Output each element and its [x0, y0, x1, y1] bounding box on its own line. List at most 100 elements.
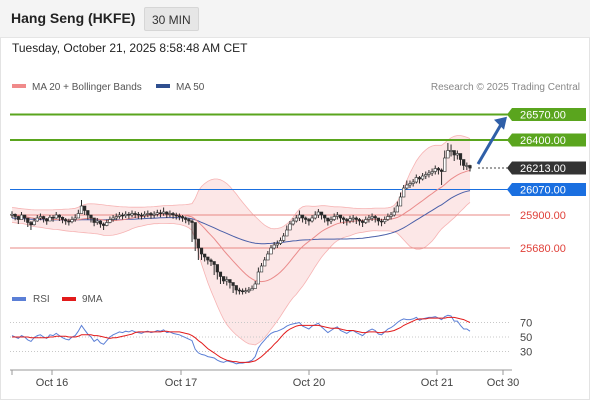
candle-body [10, 213, 14, 216]
candle-body [319, 211, 324, 216]
candle-body [155, 212, 159, 215]
rsi-level-label: 70 [520, 318, 532, 330]
candle-body [351, 217, 355, 220]
candle-body [67, 220, 71, 223]
candle-body [405, 184, 409, 189]
candle-body [76, 213, 80, 219]
candle-body [250, 288, 254, 291]
candle-body [367, 217, 371, 220]
candle-body [35, 217, 39, 222]
candle-body [105, 222, 109, 226]
candle-body [48, 216, 52, 222]
credit-text: Research © 2025 Trading Central [431, 82, 580, 93]
candle-body [51, 216, 55, 219]
candle-body [304, 217, 308, 220]
candle-body [300, 214, 305, 219]
level-tag-last [507, 161, 586, 175]
candle-body [190, 220, 194, 223]
candle-body [424, 174, 428, 177]
rsi-level-label: 50 [520, 332, 532, 344]
legend-swatch [156, 84, 170, 88]
candle-body [16, 216, 20, 220]
candle-body [89, 214, 93, 219]
candle-body [411, 181, 415, 184]
candle-body [430, 171, 434, 174]
candle-body [370, 216, 374, 219]
legend-label: MA 20 + Bollinger Bands [32, 82, 142, 93]
candle-body [168, 213, 172, 215]
candle-body [45, 218, 49, 222]
candle-body [379, 220, 384, 223]
candle-body [278, 240, 283, 244]
candle-body [108, 219, 112, 223]
candle-body [272, 244, 276, 249]
candle-body [177, 215, 182, 218]
rsi-ma-legend-label: 9MA [82, 294, 103, 305]
level-label: 26070.00 [520, 185, 566, 197]
candle-body [171, 213, 175, 216]
rsi-legend-label: RSI [33, 294, 50, 305]
candle-body [398, 196, 403, 207]
candle-body [332, 216, 336, 220]
candle-body [83, 205, 87, 211]
forecast-arrow-shaft [476, 121, 504, 165]
candle-body [127, 213, 131, 216]
x-tick-label: Oct 20 [293, 377, 325, 389]
candle-body [98, 220, 103, 225]
candle-body [206, 256, 210, 261]
rsi-legend-swatch [12, 297, 26, 301]
candle-body [19, 214, 24, 220]
candle-body [13, 213, 17, 217]
candle-body [414, 177, 418, 183]
candle-body [114, 216, 118, 219]
candle-body [29, 222, 33, 226]
instrument-title: Hang Seng (HKFE) [11, 10, 136, 26]
candle-body [102, 223, 106, 226]
candle-body [174, 214, 178, 217]
candle-body [64, 219, 68, 222]
bb-lower-line [11, 202, 471, 346]
candle-body [462, 159, 466, 166]
forecast-arrow-head [494, 116, 507, 130]
candle-body [443, 157, 447, 172]
candle-body [209, 259, 213, 262]
candle-body [297, 214, 302, 219]
candle-body [354, 217, 358, 220]
level-label: 26570.00 [520, 110, 566, 122]
candle-body [421, 175, 425, 180]
bb-upper-line [11, 135, 471, 230]
period-button[interactable]: 30 MIN [144, 7, 199, 31]
level-label: 25680.00 [520, 243, 566, 255]
candle-body [120, 214, 125, 217]
rsi-ma-line [12, 316, 471, 363]
candle-body [244, 290, 248, 293]
candle-body [357, 219, 362, 222]
candle-body [240, 290, 245, 293]
candle-body [338, 214, 343, 219]
candle-body [291, 220, 295, 225]
candle-body [133, 213, 137, 215]
level-label: 25900.00 [520, 210, 566, 222]
candle-body [95, 220, 99, 223]
candle-body [149, 213, 153, 216]
candle-body [234, 285, 238, 291]
candle-body [228, 279, 232, 283]
candle-body [184, 217, 188, 220]
candle-body [237, 289, 242, 292]
candle-body [57, 214, 61, 218]
candle-body [361, 220, 365, 223]
price-legend: MA 20 + Bollinger Bands MA 50 [12, 82, 205, 93]
candle-body [373, 216, 377, 219]
candle-body [417, 177, 422, 180]
candle-body [253, 283, 257, 289]
candle-body [231, 282, 235, 286]
candle-body [458, 153, 463, 160]
candle-body [86, 210, 90, 216]
candle-body [152, 213, 156, 216]
candle-body [146, 213, 150, 215]
ma50-line [11, 190, 471, 245]
candle-body [402, 187, 406, 198]
timestamp: Tuesday, October 21, 2025 8:58:48 AM CET [12, 41, 248, 55]
level-label: 26400.00 [520, 135, 566, 147]
